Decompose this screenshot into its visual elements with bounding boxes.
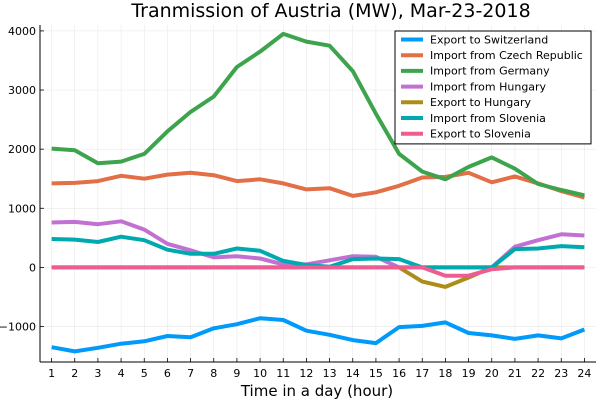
x-tick-label: 2 [71, 367, 78, 380]
chart-title: Tranmission of Austria (MW), Mar-23-2018 [130, 0, 530, 22]
legend-label: Import from Slovenia [430, 112, 546, 125]
series-line [51, 219, 585, 270]
x-tick-label: 13 [323, 367, 337, 380]
legend-label: Export to Switzerland [430, 33, 548, 46]
legend-label: Export to Slovenia [430, 128, 531, 141]
x-tick-label: 12 [299, 367, 313, 380]
legend-label: Import from Hungary [430, 80, 547, 93]
x-tick-label: 16 [392, 367, 406, 380]
x-tick-label: 19 [462, 367, 476, 380]
legend-label: Export to Hungary [430, 96, 532, 109]
x-tick-label: 14 [346, 367, 360, 380]
x-tick-label: 7 [187, 367, 194, 380]
x-tick-label: 8 [210, 367, 217, 380]
x-tick-label: 18 [438, 367, 452, 380]
y-tick-label: 0 [29, 261, 36, 274]
x-tick-label: 10 [253, 367, 267, 380]
series-line [51, 170, 585, 200]
series-lines [51, 31, 586, 354]
x-tick-label: 9 [233, 367, 240, 380]
x-tick-label: 21 [508, 367, 522, 380]
series-line [51, 316, 586, 354]
x-tick-label: 3 [94, 367, 101, 380]
x-tick-label: 20 [485, 367, 499, 380]
legend-box [394, 30, 592, 145]
y-tick-label: 2000 [8, 143, 36, 156]
x-tick-label: 4 [118, 367, 125, 380]
series-line [51, 265, 585, 289]
series-line [51, 265, 585, 278]
legend: Export to Switzerland Import from Czech R… [394, 30, 592, 145]
x-tick-label: 24 [577, 367, 591, 380]
x-tick-label: 11 [276, 367, 290, 380]
x-tick-label: 17 [415, 367, 429, 380]
x-tick-label: 1 [48, 367, 55, 380]
legend-label: Import from Germany [430, 65, 550, 78]
x-tick-label: 22 [531, 367, 545, 380]
y-tick-label: 3000 [8, 84, 36, 97]
x-tick-label: 15 [369, 367, 383, 380]
x-tick-label: 23 [554, 367, 568, 380]
legend-label: Import from Czech Republic [430, 49, 583, 62]
x-axis-label: Time in a day (hour) [240, 382, 393, 400]
y-tick-label: −1000 [0, 321, 36, 334]
y-tick-label: 4000 [8, 25, 36, 38]
series-line [51, 31, 585, 198]
x-tick-label: 6 [164, 367, 171, 380]
y-tick-label: 1000 [8, 202, 36, 215]
tick-labels: 1 2 3 4 5 6 7 8 9 10 11 12 13 14 15 16 17 18 19 20 21 22 23 24−… [0, 25, 591, 380]
x-tick-label: 5 [141, 367, 148, 380]
axes [39, 25, 596, 363]
